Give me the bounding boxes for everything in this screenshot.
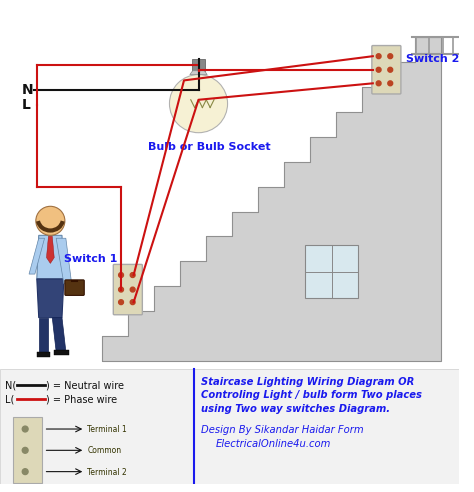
Circle shape bbox=[130, 300, 135, 305]
Polygon shape bbox=[102, 37, 441, 361]
Text: Staircase Lighting Wiring Diagram OR: Staircase Lighting Wiring Diagram OR bbox=[201, 377, 415, 387]
Polygon shape bbox=[46, 236, 54, 263]
Text: Bulb or Bulb Socket: Bulb or Bulb Socket bbox=[148, 142, 271, 153]
Polygon shape bbox=[190, 71, 207, 75]
Text: N(: N( bbox=[5, 381, 16, 391]
FancyBboxPatch shape bbox=[65, 280, 84, 295]
Text: ) = Neutral wire: ) = Neutral wire bbox=[46, 381, 124, 391]
Bar bbox=[13, 417, 42, 483]
Polygon shape bbox=[52, 318, 66, 352]
Text: N: N bbox=[21, 83, 33, 97]
Text: L: L bbox=[21, 97, 30, 112]
Circle shape bbox=[118, 273, 123, 277]
Text: L(: L( bbox=[5, 394, 14, 404]
FancyBboxPatch shape bbox=[113, 264, 142, 315]
Text: Common: Common bbox=[87, 446, 121, 456]
Circle shape bbox=[118, 287, 123, 292]
Circle shape bbox=[388, 54, 392, 59]
Text: Switch 1: Switch 1 bbox=[64, 254, 117, 264]
Polygon shape bbox=[29, 238, 45, 274]
Circle shape bbox=[36, 206, 65, 235]
Circle shape bbox=[118, 300, 123, 305]
Text: Terminal 2: Terminal 2 bbox=[87, 468, 127, 477]
Polygon shape bbox=[56, 238, 72, 284]
Text: Design By Sikandar Haidar Form: Design By Sikandar Haidar Form bbox=[201, 425, 364, 435]
Circle shape bbox=[388, 81, 392, 86]
Text: Switch 2: Switch 2 bbox=[406, 54, 459, 64]
Bar bbox=[37, 352, 50, 357]
Text: using Two way switches Diagram.: using Two way switches Diagram. bbox=[201, 404, 391, 414]
Circle shape bbox=[22, 447, 28, 453]
Circle shape bbox=[22, 469, 28, 475]
Circle shape bbox=[376, 54, 381, 59]
Text: Controling Light / bulb form Two places: Controling Light / bulb form Two places bbox=[201, 390, 422, 400]
Circle shape bbox=[22, 426, 28, 432]
Circle shape bbox=[388, 67, 392, 72]
Bar bbox=[54, 350, 69, 355]
Text: Terminal 1: Terminal 1 bbox=[87, 425, 127, 434]
Circle shape bbox=[130, 287, 135, 292]
Text: ElectricalOnline4u.com: ElectricalOnline4u.com bbox=[216, 439, 331, 449]
Circle shape bbox=[376, 81, 381, 86]
Polygon shape bbox=[37, 235, 64, 279]
Circle shape bbox=[130, 273, 135, 277]
Text: ) = Phase wire: ) = Phase wire bbox=[46, 394, 117, 404]
FancyBboxPatch shape bbox=[372, 46, 401, 94]
Circle shape bbox=[170, 75, 228, 133]
Polygon shape bbox=[37, 279, 64, 318]
Polygon shape bbox=[39, 318, 48, 354]
Circle shape bbox=[376, 67, 381, 72]
Bar bbox=[192, 59, 205, 71]
Bar bbox=[0, 369, 459, 484]
Bar bbox=[305, 245, 358, 298]
